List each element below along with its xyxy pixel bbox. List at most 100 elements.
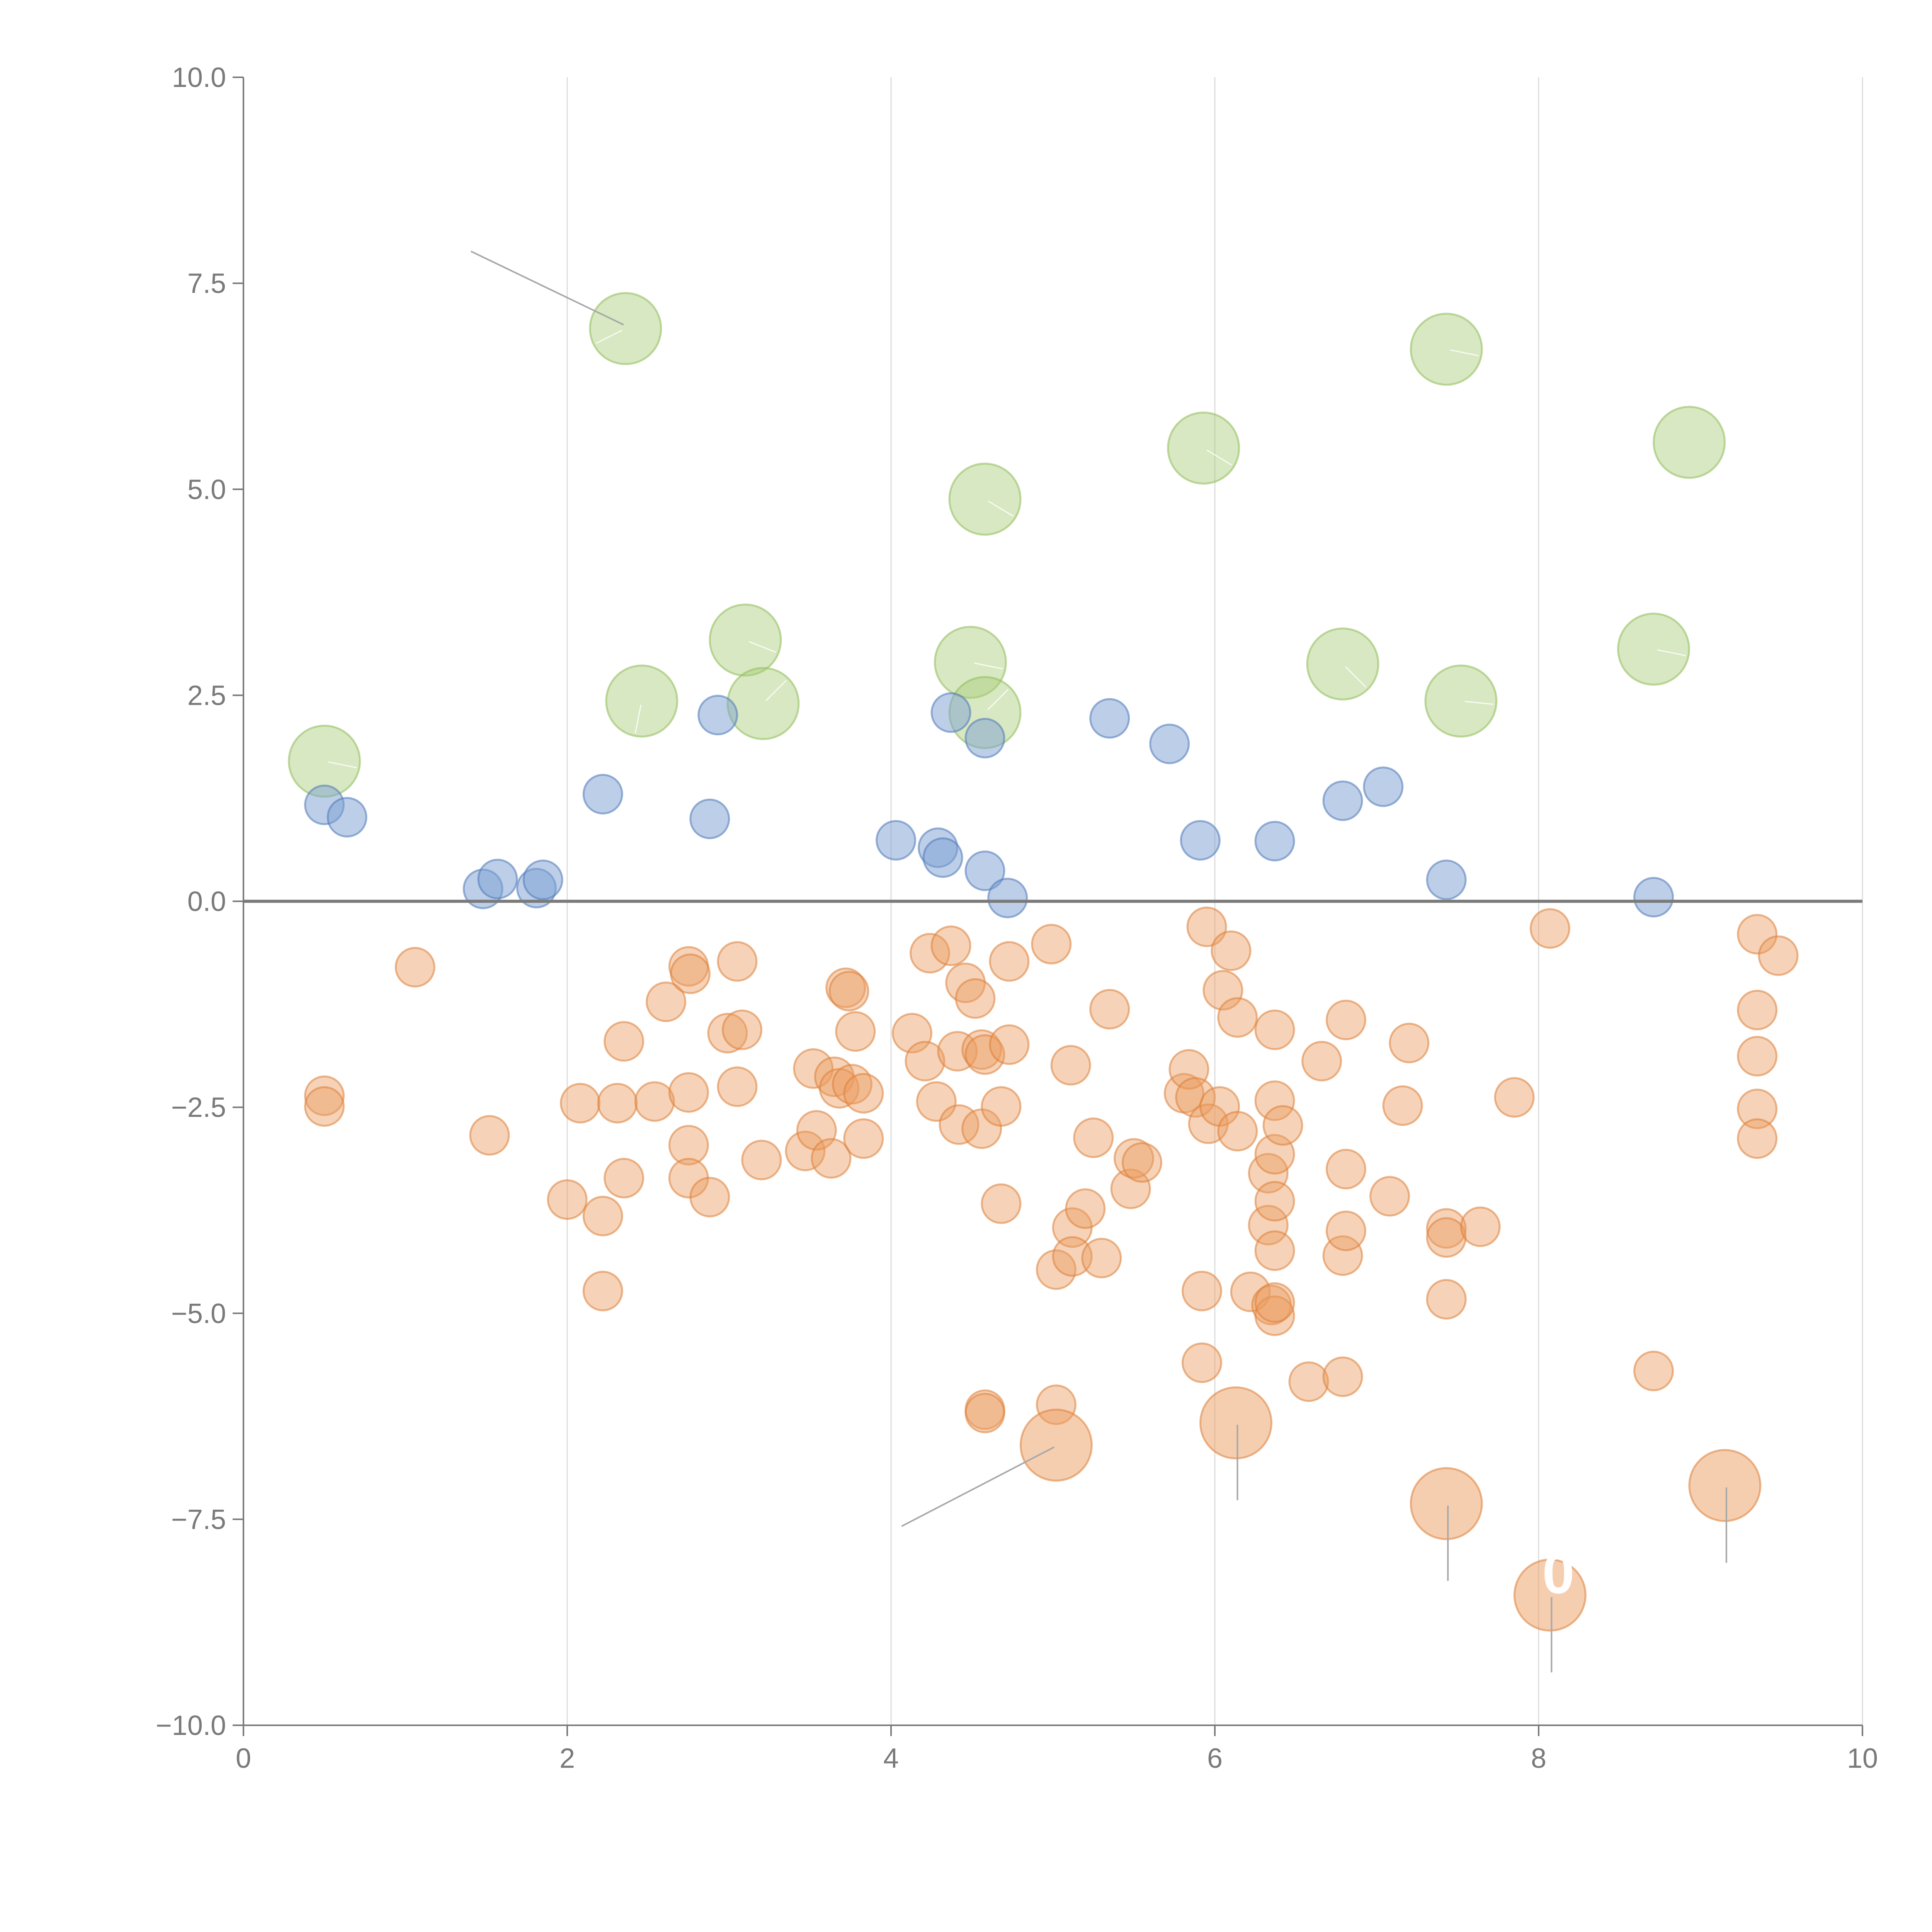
point-green-3: [709, 603, 782, 677]
point-orange-60: [1065, 1188, 1106, 1229]
data-points: [288, 292, 1799, 1632]
point-blue-23: [1633, 877, 1674, 918]
point-orange-70: [1181, 1270, 1222, 1311]
point-orange-50: [981, 1086, 1022, 1127]
point-orange-33: [835, 1011, 876, 1052]
point-orange-92: [1301, 1041, 1342, 1082]
point-blue-15: [987, 878, 1028, 918]
point-orange-large-4: [1688, 1449, 1762, 1522]
point-orange-52: [989, 1024, 1030, 1065]
point-orange-large-0: [1019, 1408, 1093, 1482]
point-green-5: [948, 463, 1022, 536]
y-tick-label-3: 2.5: [187, 680, 226, 711]
series-blue: [304, 692, 1674, 918]
series-orange-large: [1019, 1386, 1762, 1632]
point-orange-77: [1217, 997, 1258, 1038]
series-orange: [304, 906, 1799, 1434]
y-tick-label-4: 0.0: [187, 886, 226, 917]
point-orange-97: [1325, 1000, 1366, 1041]
point-blue-21: [1363, 766, 1404, 807]
axes: 10.0 7.5 5.0 2.5 0.0 −2.5 −5.0 −7.5 −10.0 0 2 4 6 8 10: [156, 62, 1878, 1774]
point-orange-86: [1254, 1009, 1295, 1050]
x-tick-label-2: 4: [883, 1743, 899, 1774]
point-green-11: [1424, 664, 1498, 738]
point-orange-63: [1089, 989, 1130, 1030]
point-orange-54: [1031, 923, 1072, 964]
inner-leader-10: [1450, 349, 1479, 356]
point-blue-14: [964, 850, 1005, 891]
point-orange-112: [1737, 1118, 1778, 1159]
y-tick-label-8: −10.0: [156, 1710, 226, 1741]
point-orange-79: [1230, 1271, 1271, 1312]
point-orange-35: [843, 1118, 884, 1159]
point-orange-69: [1175, 1077, 1216, 1118]
point-orange-88: [1254, 1181, 1295, 1222]
point-orange-5: [560, 1083, 601, 1124]
point-orange-18: [689, 1177, 730, 1218]
inner-leader-2: [634, 704, 642, 733]
point-orange-23: [741, 1139, 782, 1180]
point-orange-62: [1081, 1238, 1122, 1279]
point-orange-34: [843, 1073, 884, 1114]
point-blue-20: [1322, 780, 1363, 821]
point-orange-20: [717, 941, 758, 982]
point-green-0: [589, 292, 662, 365]
point-orange-96: [1325, 1149, 1366, 1190]
x-tick-label-1: 2: [560, 1743, 575, 1774]
point-orange-75: [1202, 970, 1243, 1011]
point-orange-85: [1254, 1080, 1295, 1121]
point-orange-71: [1181, 1342, 1222, 1383]
point-orange-66: [1121, 1142, 1162, 1183]
point-orange-108: [1737, 914, 1778, 955]
point-orange-38: [910, 933, 951, 974]
point-blue-18: [1180, 820, 1221, 861]
point-orange-113: [1758, 935, 1799, 976]
point-orange-102: [1426, 1217, 1467, 1258]
point-orange-89: [1254, 1230, 1295, 1271]
inner-leader-1: [328, 761, 357, 769]
point-orange-16: [668, 1125, 709, 1166]
point-orange-111: [1737, 1088, 1778, 1129]
point-green-2: [605, 664, 679, 738]
point-green-6: [934, 626, 1007, 699]
point-blue-12: [930, 692, 971, 733]
point-orange-81: [1248, 1205, 1289, 1246]
point-orange-51: [981, 1183, 1022, 1224]
series-green: [288, 292, 1726, 798]
point-orange-106: [1529, 908, 1570, 949]
point-orange-large-2: [1410, 1467, 1483, 1540]
point-orange-53: [989, 941, 1030, 982]
inner-leader-12: [1657, 649, 1686, 656]
point-orange-22: [722, 1009, 763, 1050]
point-orange-83: [1254, 1295, 1295, 1336]
leader-line-1: [901, 1446, 1055, 1527]
point-orange-47: [964, 1034, 1005, 1075]
inner-leaders: [328, 330, 1686, 769]
y-tick-label-1: 7.5: [187, 268, 226, 299]
point-blue-7: [689, 798, 730, 839]
inner-leader-6: [974, 662, 1003, 670]
point-orange-90: [1262, 1105, 1303, 1146]
point-blue-8: [697, 695, 738, 736]
point-orange-110: [1737, 1036, 1778, 1077]
point-orange-57: [1050, 1045, 1091, 1086]
point-blue-3: [477, 859, 518, 900]
x-tick-label-4: 8: [1531, 1743, 1546, 1774]
point-green-4: [726, 667, 800, 740]
inner-leader-7: [987, 689, 1009, 711]
point-orange-21: [717, 1066, 758, 1107]
point-orange-104: [1460, 1206, 1501, 1247]
point-green-8: [1167, 412, 1240, 485]
point-orange-99: [1382, 1085, 1423, 1126]
point-orange-15: [668, 1072, 709, 1113]
point-blue-22: [1426, 859, 1467, 900]
point-blue-5: [522, 859, 563, 900]
y-tick-label-2: 5.0: [187, 474, 226, 505]
point-blue-17: [1149, 723, 1190, 764]
point-orange-0: [304, 1075, 345, 1116]
point-orange-7: [582, 1270, 623, 1311]
inner-leader-4: [765, 680, 787, 701]
point-blue-19: [1254, 821, 1295, 862]
